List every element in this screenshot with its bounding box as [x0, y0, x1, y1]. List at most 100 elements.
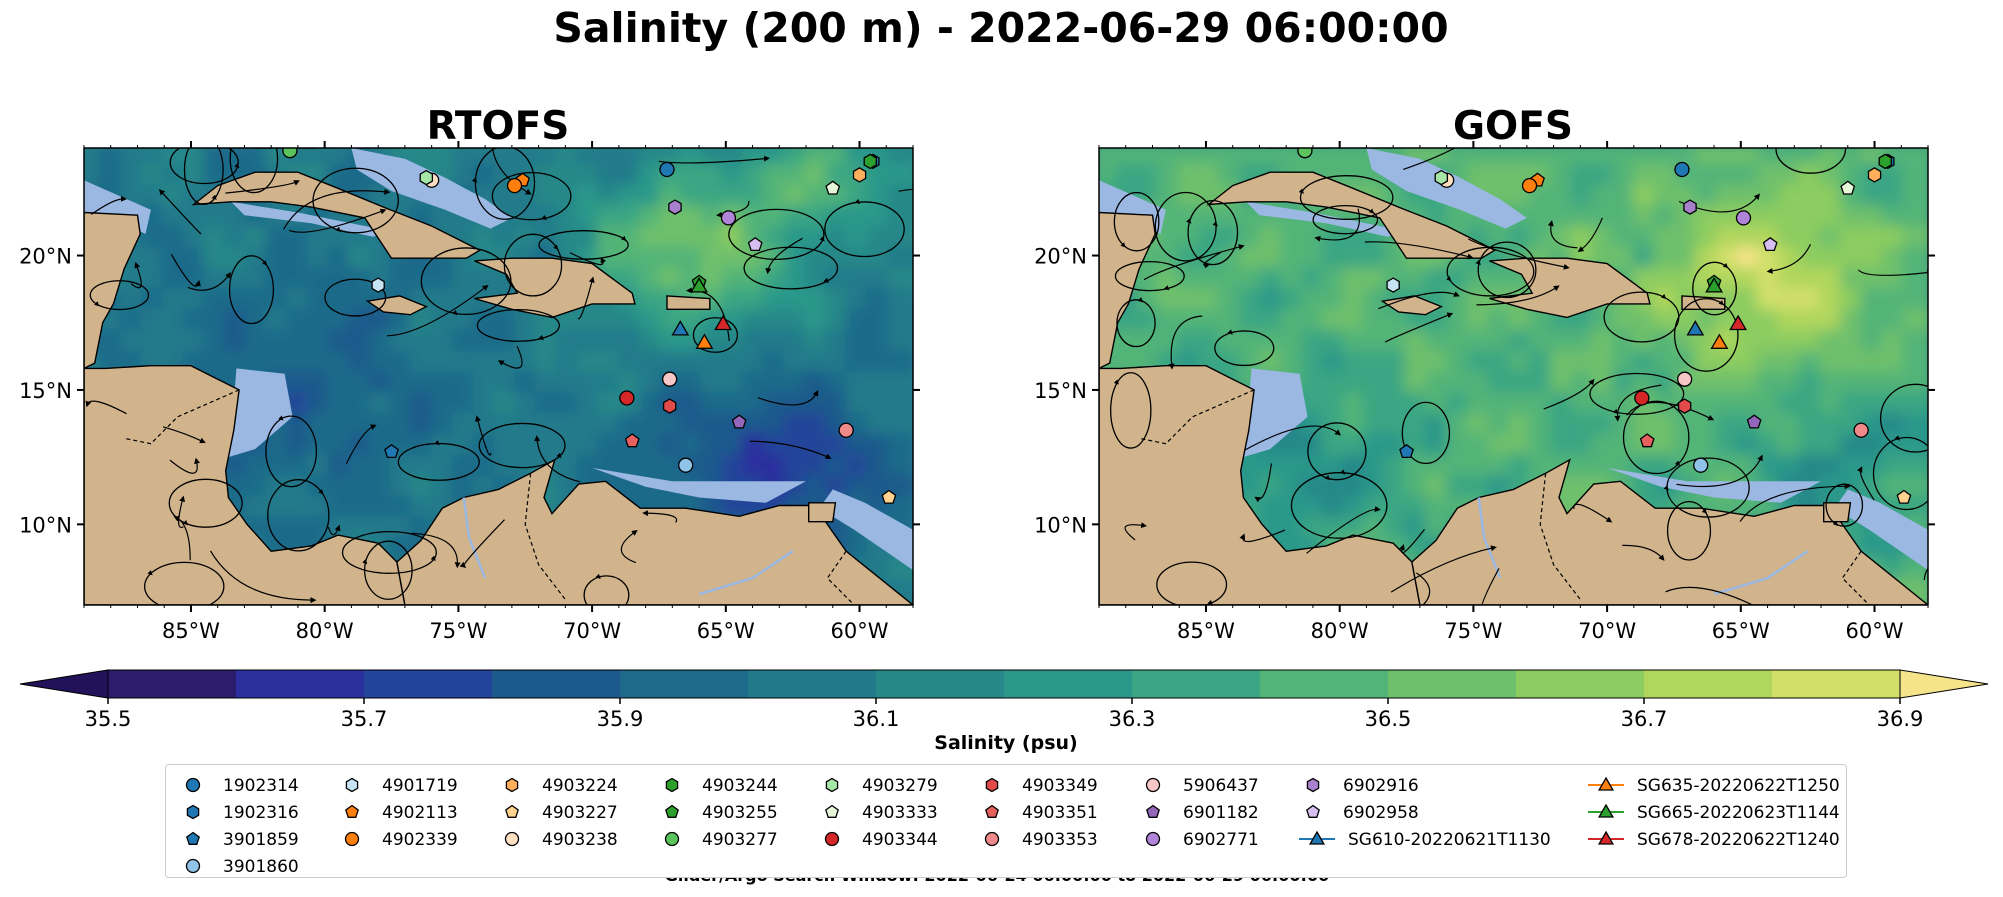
eddy-streamline — [474, 148, 536, 220]
flow-streamline — [1622, 544, 1665, 561]
eddy-streamline — [1401, 401, 1451, 465]
eddy-streamline — [363, 540, 413, 600]
flow-streamline — [178, 495, 186, 529]
eddy-streamline — [1312, 204, 1379, 235]
x-tick-label: 65°W — [1712, 619, 1770, 643]
eddy-streamline — [1110, 372, 1152, 449]
flow-streamline — [1857, 269, 1928, 276]
legend-marker — [1146, 804, 1160, 818]
flow-streamline — [169, 457, 200, 474]
eddy-streamline — [144, 561, 225, 605]
land-southam — [1411, 458, 1928, 605]
flow-streamline — [1203, 252, 1221, 269]
x-tick-label: 80°W — [296, 619, 354, 643]
marker-4903244 — [1878, 153, 1892, 170]
eddy-streamline — [1154, 191, 1217, 262]
streamlines — [85, 148, 913, 605]
flow-streamline — [475, 415, 492, 456]
legend-marker — [1597, 776, 1615, 791]
flow-streamline — [1665, 586, 1754, 605]
flow-streamline — [225, 180, 300, 194]
map-frame — [83, 147, 914, 606]
flow-streamline — [757, 390, 819, 406]
eddy-streamline — [183, 148, 224, 205]
colorbar-segment — [1516, 670, 1645, 698]
marker-4903227 — [881, 489, 897, 504]
marker-SG635-20220622T1250 — [695, 333, 714, 349]
legend-label: 6902771 — [1183, 830, 1259, 850]
eddy-streamline — [583, 575, 630, 605]
panel-gofs: 85°W 80°W 75°W 70°W 65°W 60°W 10°N 15°N 20°N — [1034, 141, 1935, 643]
x-tick-label: 60°W — [831, 619, 889, 643]
legend-label: SG678-20220622T1240 — [1637, 830, 1840, 850]
streamlines — [1110, 148, 1928, 605]
marker-SG610-20220621T1130 — [1686, 320, 1705, 336]
marker-SG635-20220622T1250 — [1710, 333, 1729, 349]
eddy-streamline — [1879, 383, 1928, 453]
eddy-streamline — [1673, 298, 1739, 372]
flow-streamline — [620, 529, 638, 564]
marker-4903344 — [1634, 390, 1650, 406]
x-tick-label: 85°W — [162, 619, 220, 643]
flow-streamline — [327, 524, 341, 536]
flow-streamline — [187, 272, 232, 291]
legend-marker — [665, 777, 679, 793]
flow-streamline — [90, 195, 127, 215]
river — [1713, 550, 1809, 596]
marker-4903244 — [863, 153, 877, 170]
marker-1902314 — [659, 161, 675, 178]
legend-marker — [1308, 830, 1326, 845]
land-trinidad — [808, 502, 837, 523]
shelf-cubaS — [231, 201, 392, 237]
x-tick-label: 80°W — [1311, 619, 1369, 643]
eddy-streamline — [1187, 199, 1239, 266]
eddy-streamline — [267, 479, 330, 552]
marker-4903279 — [1434, 169, 1449, 186]
land-florida — [1266, 148, 1330, 149]
flow-streamline — [1626, 401, 1715, 421]
eddy-streamline — [1114, 260, 1185, 292]
marker-4903353 — [838, 422, 854, 438]
marker-3901859 — [384, 443, 399, 459]
legend-label: 4901719 — [382, 776, 458, 796]
legend-label: 4903224 — [542, 776, 618, 796]
river — [698, 550, 794, 596]
legend-label: 4902113 — [382, 803, 458, 823]
figure-title: Salinity (200 m) - 2022-06-29 06:00:00 — [553, 4, 1448, 52]
eddy-streamline — [228, 255, 275, 325]
legend-marker — [664, 831, 680, 847]
legend-marker — [185, 777, 201, 793]
colorbar-tick-label: 36.5 — [1365, 707, 1412, 731]
legend-marker — [825, 777, 839, 793]
flow-streamline — [1168, 315, 1203, 370]
shelf-bahamas — [351, 148, 512, 229]
flow-streamline — [1384, 312, 1454, 343]
land-jamaica — [1380, 295, 1443, 316]
eddy-streamline — [503, 233, 563, 297]
shelf-cubaS — [1246, 201, 1407, 237]
colorbar-tick-label: 35.5 — [85, 707, 132, 731]
legend-label: SG635-20220622T1250 — [1637, 776, 1840, 796]
marker-4903351 — [1639, 433, 1655, 448]
legend-marker — [1145, 831, 1161, 847]
flow-streamline — [170, 253, 201, 287]
colorbar-frame — [107, 669, 1901, 699]
marker-6902958 — [747, 236, 763, 252]
flow-streamline — [283, 188, 391, 230]
shelf-mosquito — [228, 368, 293, 458]
flow-streamline — [130, 261, 142, 289]
y-tick-label: 20°N — [1034, 245, 1087, 269]
eddy-streamline — [743, 246, 839, 290]
flow-streamline — [1364, 241, 1474, 260]
legend-marker — [665, 804, 679, 818]
x-tick-label: 85°W — [1177, 619, 1235, 643]
legend-label: 4902339 — [382, 830, 458, 850]
colorbar-segment — [1132, 670, 1261, 698]
marker-3901860 — [678, 457, 694, 473]
marker-6902771 — [720, 210, 737, 226]
marker-4903344 — [619, 390, 635, 406]
flow-streamline — [534, 435, 581, 483]
legend-marker — [185, 858, 201, 874]
eddy-streamline — [1290, 472, 1388, 539]
legend-label: 4903349 — [1022, 776, 1098, 796]
